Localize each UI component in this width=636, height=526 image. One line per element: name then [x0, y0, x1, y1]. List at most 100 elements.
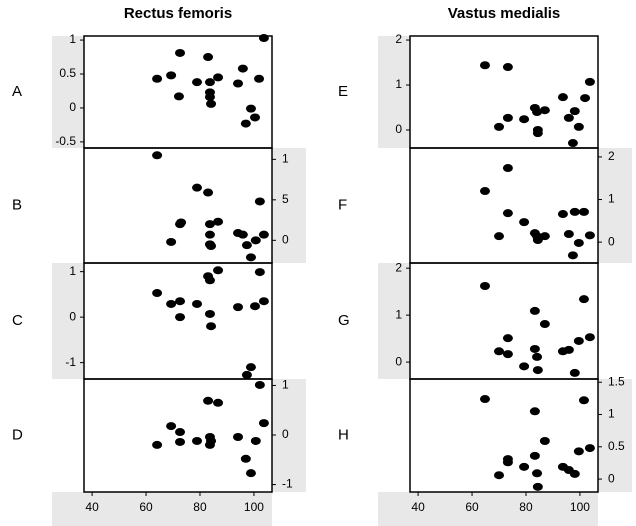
- point: [241, 241, 252, 250]
- point: [250, 436, 261, 445]
- row-label: H: [338, 426, 349, 443]
- point: [175, 437, 186, 446]
- point: [250, 113, 261, 122]
- point: [245, 253, 256, 262]
- point: [166, 299, 177, 308]
- row-label: B: [12, 196, 22, 213]
- point: [192, 183, 203, 192]
- point: [557, 210, 568, 219]
- plot-frame: [409, 262, 599, 380]
- plot-frame: [409, 147, 599, 264]
- point: [203, 188, 214, 197]
- y-tick-label: 2: [395, 32, 402, 46]
- x-tick-label: 40: [85, 500, 99, 514]
- point: [584, 77, 595, 86]
- point: [519, 115, 530, 124]
- x-tick-label: 60: [465, 500, 479, 514]
- point: [573, 122, 584, 131]
- point: [479, 187, 490, 196]
- point: [502, 113, 513, 122]
- y-tick-label: 0: [395, 354, 402, 368]
- x-tick-label: 100: [244, 500, 264, 514]
- column-title: Vastus medialis: [448, 5, 561, 22]
- point: [563, 230, 574, 239]
- y-tick-label: 0.5: [608, 439, 625, 453]
- y-tick-label: 1: [608, 192, 615, 206]
- x-tick-label: 80: [519, 500, 533, 514]
- point: [529, 306, 540, 315]
- point: [584, 444, 595, 453]
- x-tick-label: 100: [570, 500, 590, 514]
- point: [152, 74, 163, 83]
- y-tick-label: 0: [69, 309, 76, 323]
- row-label: D: [12, 426, 23, 443]
- point: [569, 107, 580, 116]
- point: [529, 451, 540, 460]
- y-tick-label: 1: [608, 407, 615, 421]
- point: [479, 395, 490, 404]
- point: [204, 230, 215, 239]
- point: [539, 320, 550, 329]
- y-tick-label: 1: [282, 378, 289, 392]
- axis-band: [598, 148, 632, 263]
- row-label: E: [338, 83, 348, 100]
- y-tick-label: 0: [608, 471, 615, 485]
- plot-frame: [83, 378, 273, 493]
- point: [573, 336, 584, 345]
- point: [494, 232, 505, 241]
- point: [573, 447, 584, 456]
- point: [192, 299, 203, 308]
- point: [532, 482, 543, 491]
- point: [240, 454, 251, 463]
- point: [532, 108, 543, 117]
- point: [502, 209, 513, 218]
- point: [173, 92, 184, 101]
- point: [192, 436, 203, 445]
- axis-band: [378, 263, 410, 379]
- point: [532, 366, 543, 375]
- plot-frame: [409, 378, 599, 493]
- y-tick-label: 1.5: [608, 374, 625, 388]
- point: [237, 64, 248, 73]
- point: [204, 276, 215, 285]
- point: [569, 368, 580, 377]
- point: [532, 352, 543, 361]
- point: [573, 238, 584, 247]
- point: [152, 440, 163, 449]
- point: [502, 164, 513, 173]
- point: [206, 241, 217, 250]
- point: [192, 78, 203, 87]
- point: [213, 217, 224, 226]
- point: [532, 126, 543, 135]
- point: [166, 422, 177, 431]
- point: [502, 350, 513, 359]
- point: [584, 333, 595, 342]
- point: [569, 207, 580, 216]
- point: [529, 407, 540, 416]
- point: [584, 231, 595, 240]
- point: [206, 322, 217, 331]
- point: [240, 119, 251, 128]
- point: [254, 268, 265, 277]
- point: [563, 345, 574, 354]
- axis-band: [52, 36, 84, 148]
- point: [204, 309, 215, 318]
- plot-frame: [409, 35, 599, 149]
- point: [578, 207, 589, 216]
- point: [204, 93, 215, 102]
- point: [245, 363, 256, 372]
- point: [519, 218, 530, 227]
- point: [502, 63, 513, 72]
- point: [479, 61, 490, 70]
- plot-frame: [83, 262, 273, 380]
- point: [258, 297, 269, 306]
- y-tick-label: 1: [69, 264, 76, 278]
- point: [213, 73, 224, 82]
- axis-band: [52, 263, 84, 379]
- row-label: C: [12, 312, 23, 329]
- y-tick-label: 0: [395, 122, 402, 136]
- point: [233, 79, 244, 88]
- point: [567, 139, 578, 148]
- axis-band: [52, 492, 272, 526]
